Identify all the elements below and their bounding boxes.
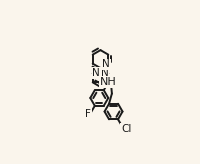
Text: N: N (92, 68, 100, 78)
Text: Cl: Cl (121, 123, 131, 133)
Text: F: F (85, 109, 90, 119)
Text: N: N (101, 59, 109, 69)
Text: N: N (100, 68, 108, 78)
Text: NH: NH (99, 77, 116, 87)
